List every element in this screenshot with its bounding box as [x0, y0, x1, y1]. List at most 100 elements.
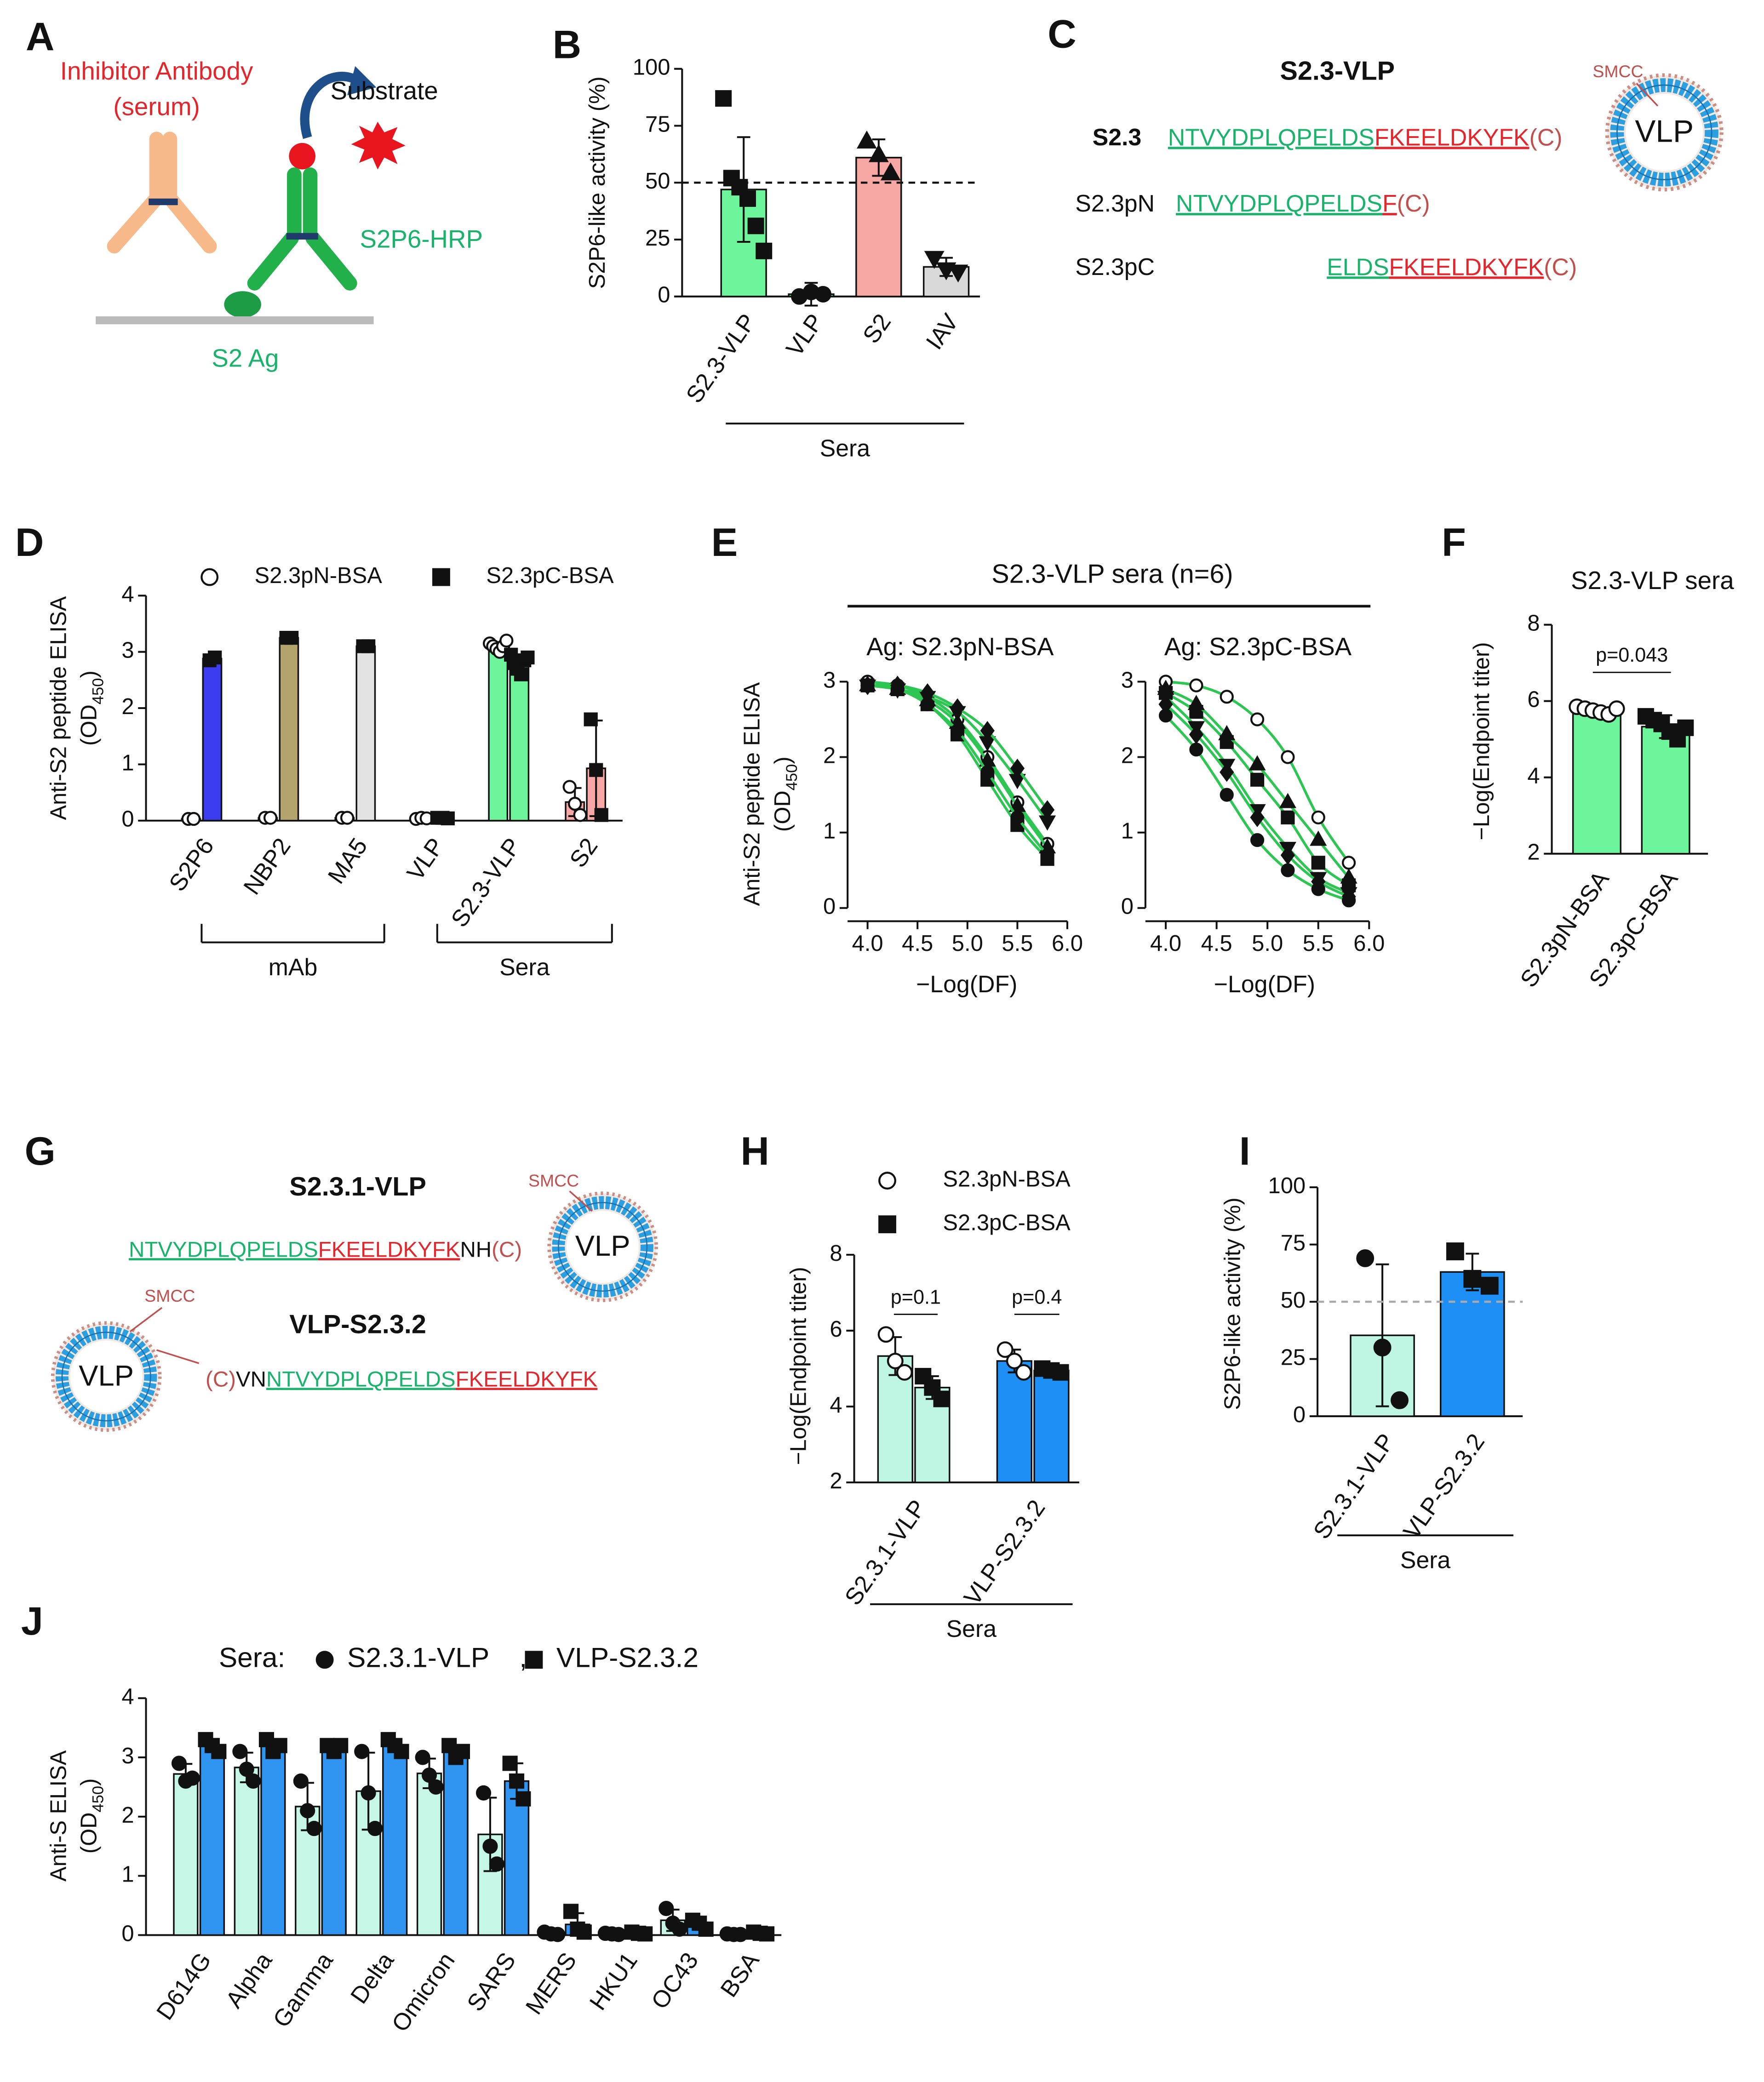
sequence: NTVYDPLQPELDSFKEELDKYFK(C): [1168, 124, 1563, 150]
y-tick-label: 75: [1281, 1231, 1306, 1256]
y-axis-label: −Log(Endpoint titer): [786, 1267, 811, 1465]
panel-label: D: [15, 520, 44, 565]
bar: [1572, 709, 1621, 855]
y-tick-label: 0: [121, 807, 134, 832]
chart-supertitle: S2.3-VLP sera (n=6): [991, 559, 1233, 589]
y-axis-unit-part: (OD: [77, 704, 102, 746]
sequence-segment: (C): [206, 1367, 236, 1391]
conjugate-label: S2P6-HRP: [360, 224, 483, 253]
y-axis-title: −Log(Endpoint titer): [1469, 642, 1494, 840]
antigen-label: S2 Ag: [212, 343, 279, 372]
data-point: [1281, 810, 1295, 824]
sequence-segment: (C): [1544, 253, 1577, 280]
y-tick-label: 0: [658, 283, 670, 308]
data-point: [1220, 762, 1234, 782]
data-point: [980, 721, 995, 741]
legend-marker: [432, 568, 450, 586]
y-tick-label: 2: [823, 743, 836, 768]
x-tick-label: OC43: [646, 1947, 703, 2013]
legend-label: S2.3pC-BSA: [943, 1211, 1071, 1235]
antibody-diagram: [96, 66, 406, 325]
data-point: [611, 1927, 626, 1942]
data-point: [514, 667, 528, 681]
data-point: [232, 1744, 248, 1759]
data-point: [361, 639, 376, 653]
y-tick-label: 3: [1121, 668, 1134, 692]
data-point: [1356, 1249, 1375, 1267]
y-axis-unit-part: 450: [90, 1786, 107, 1813]
legend-marker: [525, 1651, 543, 1669]
bar: [260, 1745, 286, 1936]
data-point: [285, 631, 299, 645]
bar: [321, 1746, 347, 1936]
y-axis-title: S2P6-like activity (%): [585, 76, 610, 289]
x-tick-label: D614G: [151, 1947, 216, 2025]
sequence-segment: FKEELDKYFK: [1389, 253, 1544, 280]
bar: [1033, 1369, 1070, 1483]
y-tick-label: 4: [121, 582, 134, 606]
data-point: [489, 1856, 504, 1872]
s2p6-arm: [247, 231, 299, 291]
y-tick-label: 1: [121, 1862, 134, 1887]
data-point: [1189, 743, 1203, 757]
data-point: [887, 1352, 904, 1369]
x-axis-title: −Log(DF): [916, 971, 1017, 997]
x-tick-label: HKU1: [584, 1947, 642, 2014]
y-tick-label: 2: [830, 1469, 842, 1493]
linker-line: [156, 1349, 200, 1364]
data-point: [367, 1821, 383, 1836]
bar: [509, 662, 530, 822]
linker-label: SMCC: [144, 1286, 195, 1305]
hinge: [149, 198, 178, 206]
y-tick-label: 0: [121, 1921, 134, 1946]
y-tick-label: 3: [121, 638, 134, 663]
antigen: [224, 291, 261, 318]
group-label: mAb: [269, 954, 318, 980]
data-point: [1015, 1364, 1032, 1381]
data-point: [948, 264, 968, 283]
sequence-segment: FKEELDKYFK: [1375, 124, 1529, 150]
x-tick-label: S2.3-VLP: [446, 833, 526, 932]
data-point: [715, 90, 732, 107]
y-axis-unit-part: ): [77, 670, 102, 678]
legend-label: S2.3.1-VLP: [347, 1642, 489, 1673]
x-tick-label: 4.0: [1150, 931, 1181, 956]
x-tick-label: MA5: [322, 833, 372, 889]
legend-marker: [315, 1651, 334, 1669]
sequence: ELDSFKEELDKYFK(C): [1327, 253, 1577, 280]
data-point: [1310, 830, 1327, 846]
serum-antibody-arm: [165, 194, 217, 254]
x-tick-label: NBP2: [238, 833, 296, 899]
data-point: [1391, 1391, 1409, 1409]
panel-label: F: [1442, 520, 1466, 565]
legend-marker: [878, 1215, 896, 1234]
data-point: [924, 1379, 941, 1396]
x-tick-label: 6.0: [1353, 931, 1385, 956]
legend-label: S2.3pC-BSA: [486, 563, 614, 588]
data-point: [1250, 772, 1265, 787]
sequence-segment: NTVYDPLQPELDS: [1168, 124, 1375, 150]
panel-label: J: [21, 1599, 43, 1643]
data-point: [890, 682, 905, 696]
data-point: [300, 1803, 315, 1819]
p-value: p=0.1: [891, 1286, 941, 1308]
y-tick-label: 100: [633, 55, 670, 80]
linker-label: SMCC: [528, 1171, 579, 1190]
sequence-segment: F: [1382, 190, 1397, 217]
x-axis-title: −Log(DF): [1214, 971, 1315, 997]
legend-title: Sera:: [219, 1642, 285, 1673]
x-tick-label: MERS: [520, 1947, 581, 2019]
data-point: [573, 808, 587, 822]
y-tick-label: 2: [121, 1803, 134, 1828]
y-axis-label: S2P6-like activity (%): [1220, 1197, 1245, 1410]
x-tick-label: S2P6: [164, 833, 219, 896]
y-axis-unit-part: ): [770, 756, 795, 764]
sequence-segment: (C): [1529, 124, 1563, 150]
y-tick-label: 0: [1293, 1402, 1306, 1427]
y-tick-label: 50: [645, 169, 670, 194]
panel-label: A: [26, 15, 54, 59]
construct-title: S2.3.1-VLP: [289, 1172, 426, 1201]
data-point: [659, 1900, 674, 1916]
data-point: [1006, 1352, 1023, 1369]
y-axis-label: Anti-S2 peptide ELISA (OD450): [46, 596, 107, 820]
